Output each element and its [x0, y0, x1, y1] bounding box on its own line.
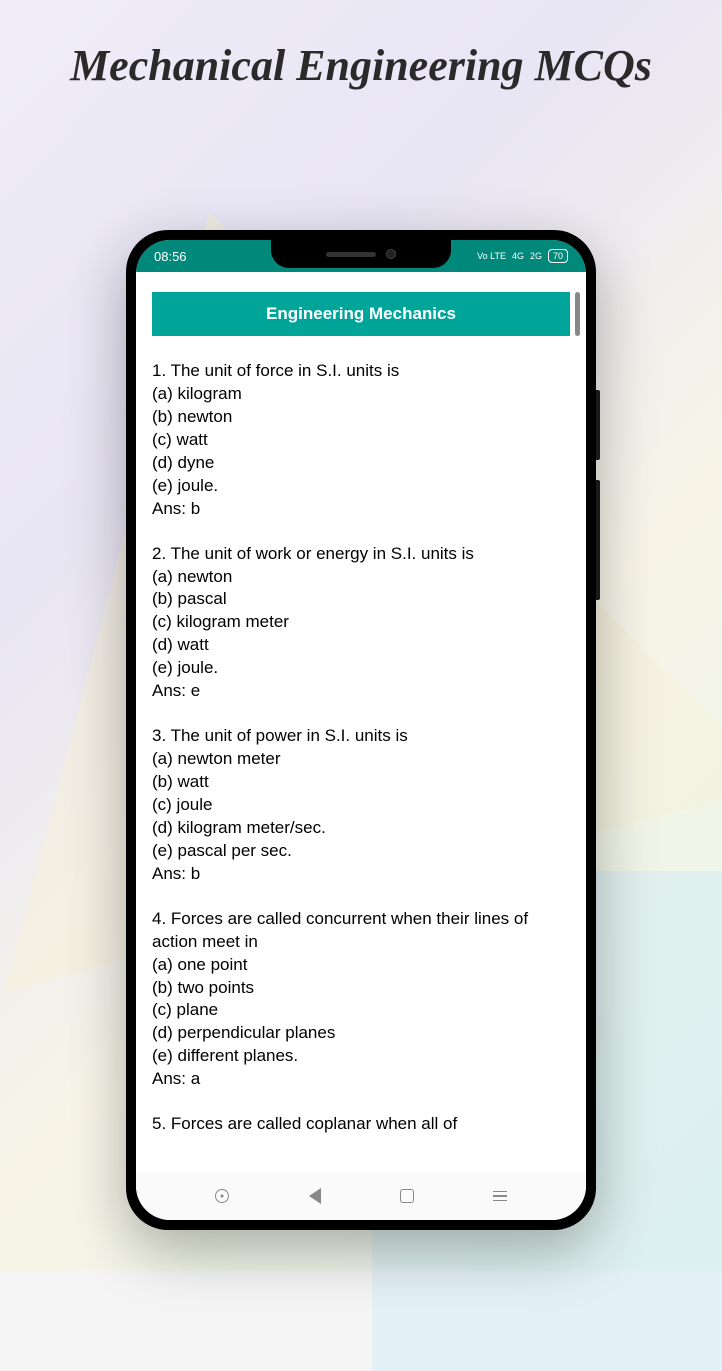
- nav-assistant-button[interactable]: [213, 1187, 231, 1205]
- nav-recent-button[interactable]: [491, 1187, 509, 1205]
- back-icon: [309, 1188, 321, 1204]
- assistant-icon: [215, 1189, 229, 1203]
- network-icon-2: 4G: [512, 251, 524, 261]
- camera-icon: [386, 249, 396, 259]
- status-indicators: Vo LTE 4G 2G 70: [477, 249, 568, 263]
- home-icon: [400, 1189, 414, 1203]
- nav-home-button[interactable]: [398, 1187, 416, 1205]
- phone-side-button-2: [596, 480, 600, 600]
- status-time: 08:56: [154, 249, 187, 264]
- battery-icon: 70: [548, 249, 568, 263]
- question-block: 4. Forces are called concurrent when the…: [152, 908, 570, 1092]
- question-block: 2. The unit of work or energy in S.I. un…: [152, 543, 570, 704]
- section-header: Engineering Mechanics: [152, 292, 570, 336]
- phone-screen: 08:56 Vo LTE 4G 2G 70 Engineering Mechan…: [136, 240, 586, 1220]
- question-block: 3. The unit of power in S.I. units is(a)…: [152, 725, 570, 886]
- question-block: 1. The unit of force in S.I. units is(a)…: [152, 360, 570, 521]
- content-area[interactable]: Engineering Mechanics 1. The unit of for…: [136, 272, 586, 1172]
- scroll-indicator[interactable]: [575, 292, 580, 336]
- question-block: 5. Forces are called coplanar when all o…: [152, 1113, 570, 1136]
- phone-side-button-1: [596, 390, 600, 460]
- phone-notch: [271, 240, 451, 268]
- menu-icon: [493, 1191, 507, 1202]
- speaker-icon: [326, 252, 376, 257]
- network-icon-1: Vo LTE: [477, 251, 506, 261]
- questions-list: 1. The unit of force in S.I. units is(a)…: [152, 360, 570, 1136]
- navigation-bar: [136, 1172, 586, 1220]
- nav-back-button[interactable]: [306, 1187, 324, 1205]
- network-icon-3: 2G: [530, 251, 542, 261]
- page-title: Mechanical Engineering MCQs: [0, 0, 722, 111]
- phone-frame: 08:56 Vo LTE 4G 2G 70 Engineering Mechan…: [126, 230, 596, 1230]
